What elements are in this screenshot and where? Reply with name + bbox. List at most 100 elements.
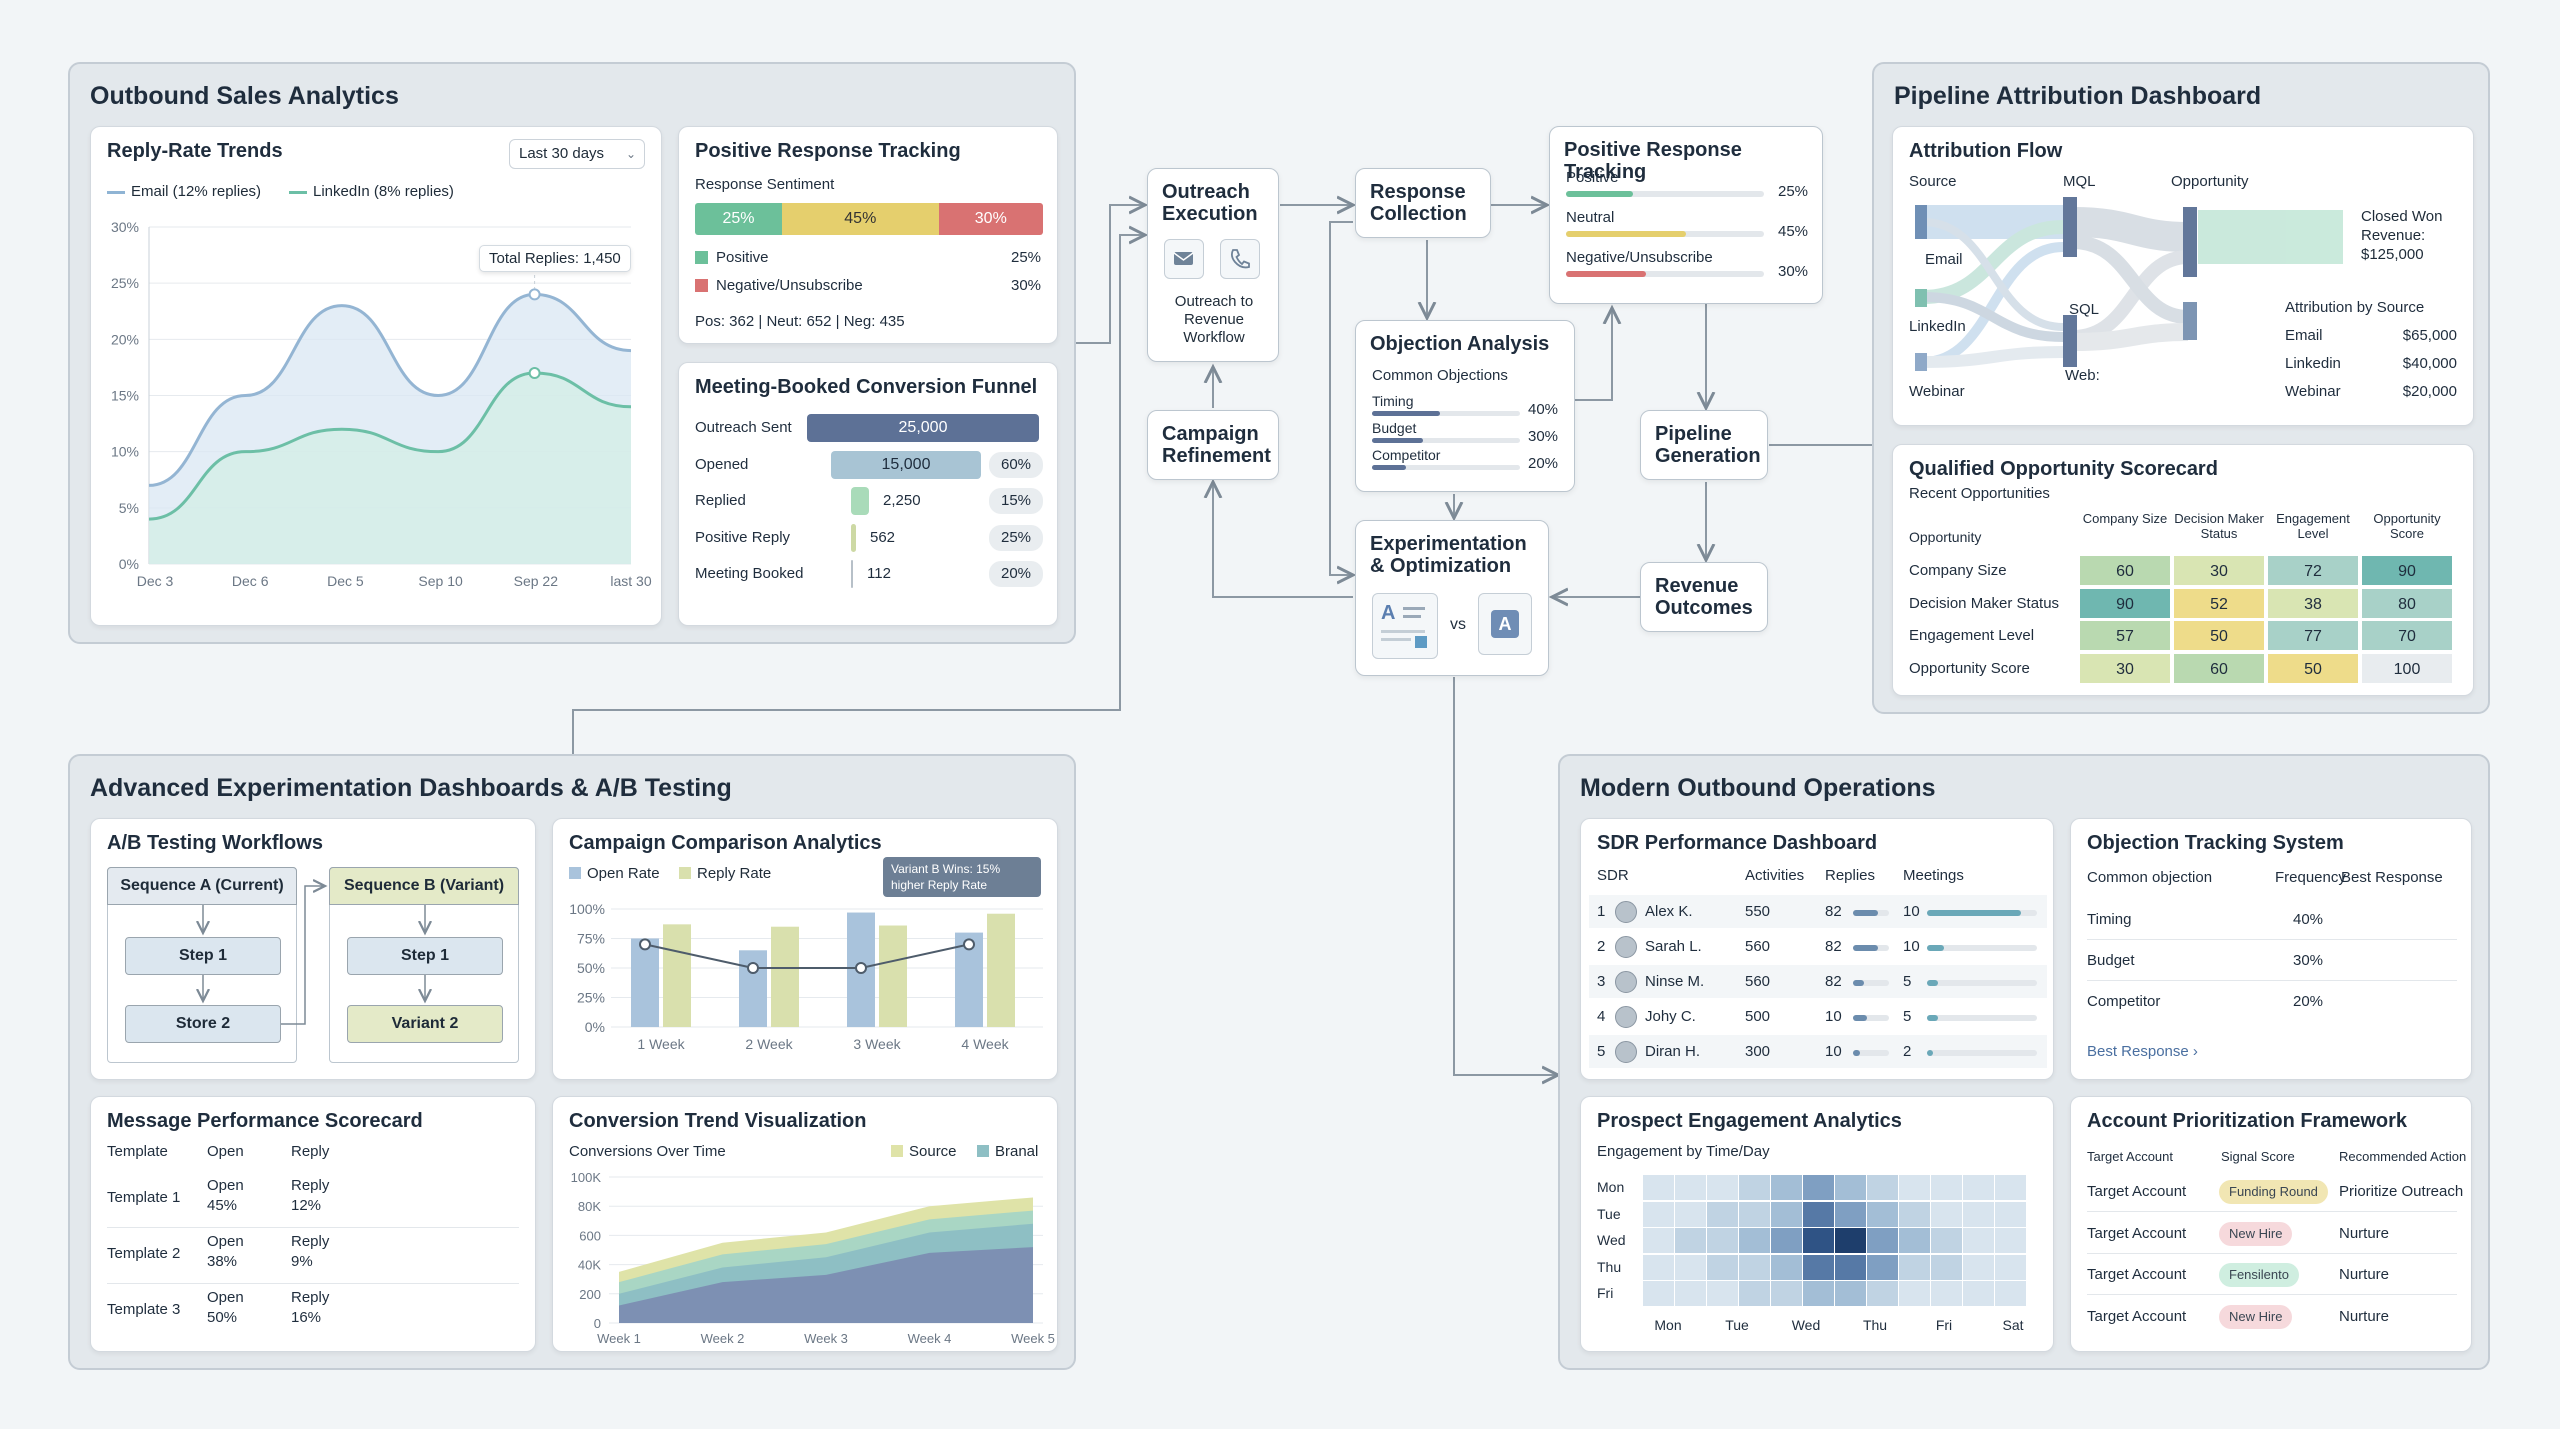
card-title: Objection Tracking System	[2087, 832, 2344, 854]
heatmap-cell	[1899, 1281, 1930, 1306]
scorecard-row-label: Decision Maker Status	[1909, 594, 2060, 612]
heatmap-cell	[1803, 1175, 1834, 1200]
sdr-col-header: SDR	[1597, 867, 1629, 884]
scorecard-cell: 52	[2173, 587, 2265, 619]
heatmap-cell	[1739, 1175, 1770, 1200]
row-value: 45%	[1778, 223, 1809, 240]
sdr-meetings: 5	[1903, 973, 1912, 990]
prioritization-col-header: Target Account	[2087, 1149, 2173, 1164]
heatmap-cell	[1771, 1201, 1802, 1227]
y-tick-label: 25%	[577, 990, 605, 1006]
heatmap-cell	[1963, 1201, 1994, 1227]
replies-bar-fill	[1853, 945, 1879, 951]
x-tick-label: Sep 22	[514, 573, 559, 589]
campaign-refinement-node[interactable]: Campaign Refinement	[1147, 410, 1279, 480]
sentiment-counts: Pos: 362 | Neut: 652 | Neg: 435	[695, 313, 905, 330]
legend-reply-rate: Reply Rate	[679, 865, 771, 882]
reply-value: 12%	[291, 1197, 322, 1214]
sequence-b-step1[interactable]: Step 1	[347, 937, 503, 975]
experimentation-node[interactable]: Experimentation & Optimization A vs A	[1355, 520, 1549, 676]
funnel-label: Meeting Booked	[695, 565, 804, 582]
email-icon	[1164, 239, 1204, 279]
avatar	[1615, 1041, 1637, 1063]
heatmap-cell	[1867, 1254, 1898, 1280]
heatmap-cell	[1835, 1201, 1866, 1227]
funnel-value: 112	[867, 565, 891, 582]
sankey-web-label: Web:	[2065, 367, 2100, 384]
outreach-execution-node[interactable]: Outreach Execution Outreach to Revenue W…	[1147, 168, 1279, 362]
y-tick-label: 5%	[119, 500, 139, 516]
row-bar-fill	[1372, 411, 1441, 416]
bar	[879, 925, 907, 1027]
replies-bar-track	[1853, 1050, 1889, 1056]
scorecard-col-header: Engagement Level	[2276, 511, 2350, 541]
sdr-replies: 10	[1825, 1043, 1842, 1060]
heatmap-cell	[1771, 1254, 1802, 1280]
objection-col-header: Best Response	[2341, 869, 2443, 886]
sequence-a-header[interactable]: Sequence A (Current)	[107, 867, 297, 905]
legend-open-rate: Open Rate	[569, 865, 660, 882]
replies-bar-fill	[1853, 1050, 1861, 1056]
y-tick-label: 100%	[569, 901, 605, 917]
x-tick-label: Dec 3	[137, 573, 174, 589]
heatmap-cell	[1899, 1254, 1930, 1280]
pipeline-generation-node[interactable]: Pipeline Generation	[1640, 410, 1768, 480]
node-title: Response Collection	[1370, 181, 1467, 225]
reply-value: 16%	[291, 1309, 322, 1326]
heatmap-cell	[1739, 1254, 1770, 1280]
positive-response-node[interactable]: Positive Response Tracking Positive 25% Ne…	[1549, 126, 1823, 304]
sdr-name: Ninse M.	[1645, 973, 1705, 990]
bar	[631, 938, 659, 1027]
date-range-select[interactable]: Last 30 days ⌄	[509, 139, 645, 169]
funnel-bar	[851, 523, 856, 552]
heatmap-cell	[1899, 1228, 1930, 1253]
heatmap-cell	[1995, 1254, 2026, 1280]
section-title: Advanced Experimentation Dashboards & A/…	[90, 774, 732, 802]
message-performance-card: Message Performance Scorecard Template Op…	[90, 1096, 536, 1352]
objection-analysis-node[interactable]: Objection Analysis Common Objections Tim…	[1355, 320, 1575, 492]
scorecard-col-opportunity: Opportunity	[1909, 529, 1982, 545]
sequence-b-step2[interactable]: Variant 2	[347, 1005, 503, 1043]
heatmap-cell	[1995, 1228, 2026, 1253]
response-collection-node[interactable]: Response Collection	[1355, 168, 1491, 238]
row-bar-track	[1372, 411, 1520, 416]
scorecard-col-header: Decision Maker Status	[2174, 511, 2264, 541]
scorecard-cell: 57	[2079, 620, 2171, 651]
funnel-label: Outreach Sent	[695, 419, 792, 436]
scorecard-cell: 50	[2267, 652, 2359, 684]
heatmap-cell	[1867, 1228, 1898, 1253]
row-bar-track	[1372, 438, 1520, 443]
scorecard-col-header: Company Size	[2082, 511, 2168, 526]
heatmap-cell	[1803, 1281, 1834, 1306]
heatmap-cell	[1707, 1254, 1738, 1280]
sequence-a-step1[interactable]: Step 1	[125, 937, 281, 975]
heatmap-cell	[1771, 1281, 1802, 1306]
sequence-a-step2[interactable]: Store 2	[125, 1005, 281, 1043]
bar	[739, 950, 767, 1027]
bar	[771, 926, 799, 1027]
sdr-replies: 82	[1825, 903, 1842, 920]
data-point	[528, 367, 541, 380]
heatmap-col-label: Tue	[1725, 1317, 1749, 1333]
message-col-header: Open	[207, 1143, 244, 1160]
revenue-outcomes-node[interactable]: Revenue Outcomes	[1640, 562, 1768, 632]
target-account: Target Account	[2087, 1307, 2187, 1325]
heatmap-col-label: Wed	[1791, 1317, 1821, 1333]
avatar	[1615, 936, 1637, 958]
best-response-link[interactable]: Best Response ›	[2087, 1043, 2198, 1060]
open-value: 38%	[207, 1253, 238, 1270]
x-tick-label: last 30	[610, 573, 651, 589]
replies-bar-track	[1853, 945, 1889, 951]
heatmap-cell	[1675, 1228, 1706, 1253]
heatmap-cell	[1995, 1175, 2026, 1200]
variant-a-icon: A	[1372, 593, 1438, 659]
campaign-comparison-card: Campaign Comparison Analytics Open Rate …	[552, 818, 1058, 1080]
node-title: Pipeline Generation	[1655, 423, 1761, 467]
sdr-rank: 1	[1597, 903, 1606, 920]
sequence-b-header[interactable]: Sequence B (Variant)	[329, 867, 519, 905]
heatmap-cell	[1899, 1175, 1930, 1200]
y-tick-label: 0	[594, 1316, 601, 1331]
ab-flow-arrows	[91, 819, 537, 1025]
funnel-value: 562	[870, 528, 896, 546]
recommended-action: Nurture	[2339, 1224, 2390, 1242]
